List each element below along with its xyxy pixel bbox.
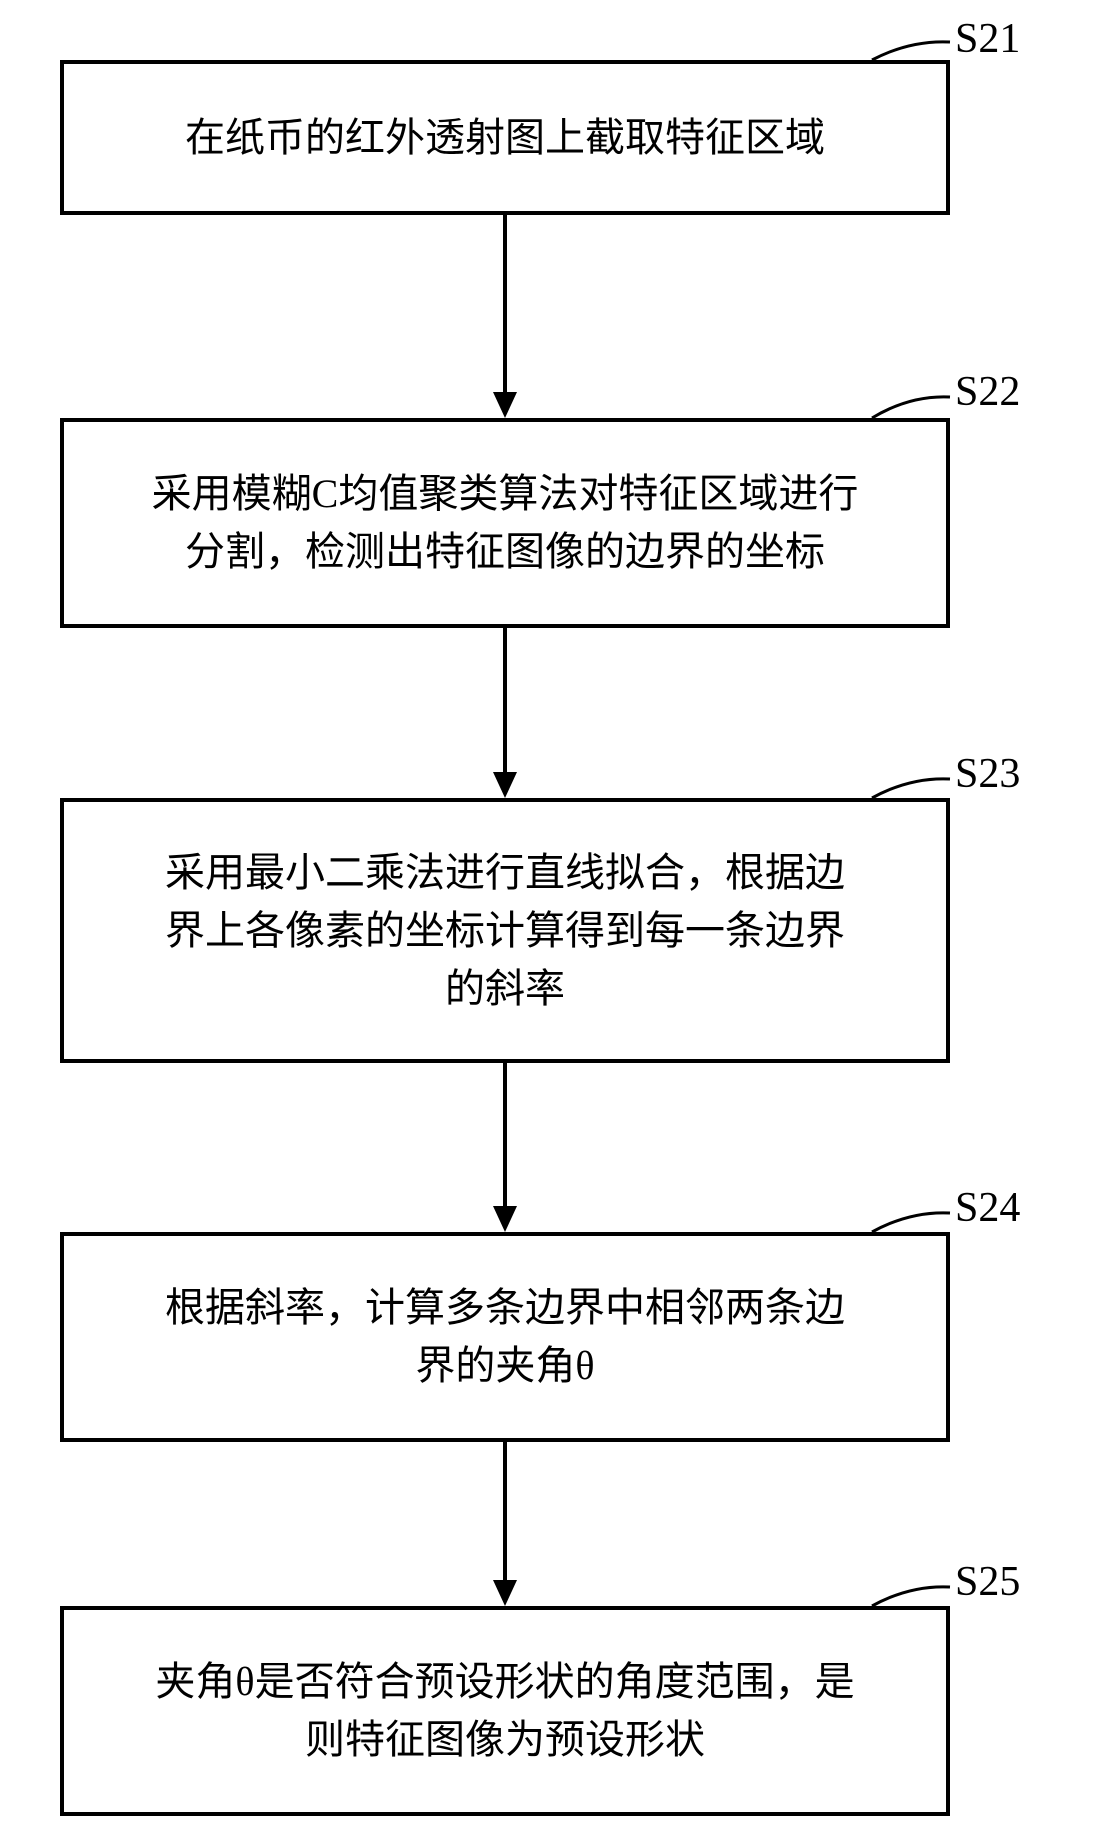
label-s21: S21 xyxy=(955,15,1020,63)
node-s22: 采用模糊C均值聚类算法对特征区域进行 分割，检测出特征图像的边界的坐标 xyxy=(60,418,950,628)
edge-s21-s22-head xyxy=(493,392,517,418)
label-s25: S25 xyxy=(955,1558,1020,1606)
label-s24: S24 xyxy=(955,1184,1020,1232)
node-s21: 在纸币的红外透射图上截取特征区域 xyxy=(60,60,950,215)
node-s22-text: 采用模糊C均值聚类算法对特征区域进行 分割，检测出特征图像的边界的坐标 xyxy=(152,465,859,581)
node-s25: 夹角θ是否符合预设形状的角度范围，是 则特征图像为预设形状 xyxy=(60,1606,950,1816)
node-s24: 根据斜率，计算多条边界中相邻两条边 界的夹角θ xyxy=(60,1232,950,1442)
edge-s23-s24-line xyxy=(503,1063,507,1206)
node-s25-text: 夹角θ是否符合预设形状的角度范围，是 则特征图像为预设形状 xyxy=(155,1653,854,1769)
edge-s24-s25-head xyxy=(493,1580,517,1606)
label-s22: S22 xyxy=(955,368,1020,416)
node-s21-text: 在纸币的红外透射图上截取特征区域 xyxy=(185,109,825,167)
node-s23: 采用最小二乘法进行直线拟合，根据边 界上各像素的坐标计算得到每一条边界 的斜率 xyxy=(60,798,950,1063)
edge-s23-s24-head xyxy=(493,1206,517,1232)
label-s23: S23 xyxy=(955,750,1020,798)
edge-s24-s25-line xyxy=(503,1442,507,1580)
edge-s22-s23-head xyxy=(493,772,517,798)
edge-s22-s23-line xyxy=(503,628,507,772)
node-s23-text: 采用最小二乘法进行直线拟合，根据边 界上各像素的坐标计算得到每一条边界 的斜率 xyxy=(165,844,845,1018)
edge-s21-s22-line xyxy=(503,215,507,392)
flowchart-canvas: 在纸币的红外透射图上截取特征区域 采用模糊C均值聚类算法对特征区域进行 分割，检… xyxy=(0,0,1094,1831)
node-s24-text: 根据斜率，计算多条边界中相邻两条边 界的夹角θ xyxy=(165,1279,845,1395)
